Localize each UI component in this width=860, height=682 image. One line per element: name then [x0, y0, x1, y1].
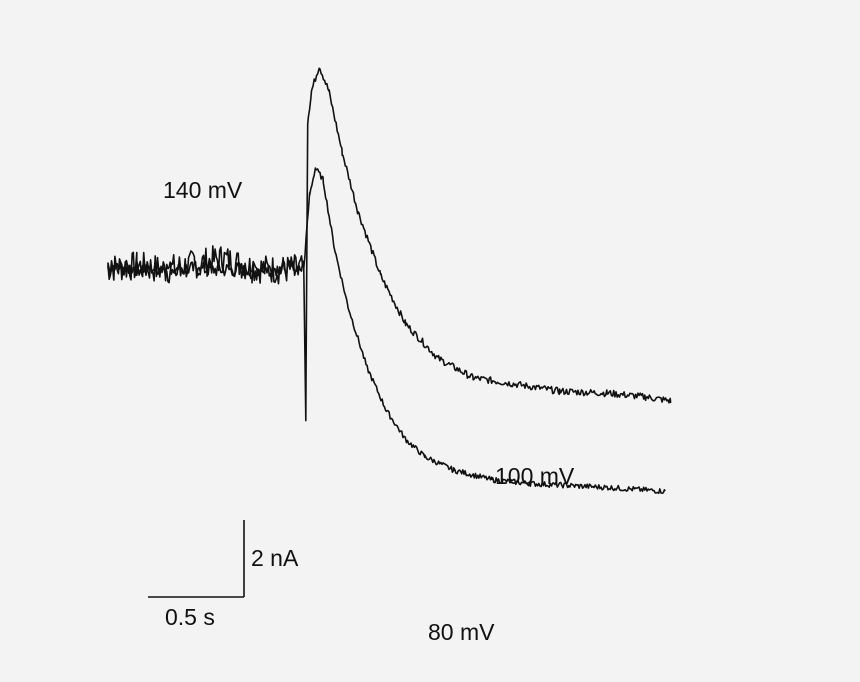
scale-bar-current-label: 2 nA: [251, 545, 299, 571]
label-140-mV: 140 mV: [163, 177, 243, 203]
label-100-mV: 100 mV: [495, 463, 575, 489]
label-80-mV: 80 mV: [428, 619, 495, 645]
scale-bar: 2 nA 0.5 s: [148, 520, 299, 630]
trace-80-mV: [303, 167, 666, 495]
scale-bar-time-label: 0.5 s: [165, 604, 215, 630]
trace-140-mV: [107, 245, 305, 285]
trace-100-mV: [107, 67, 672, 422]
